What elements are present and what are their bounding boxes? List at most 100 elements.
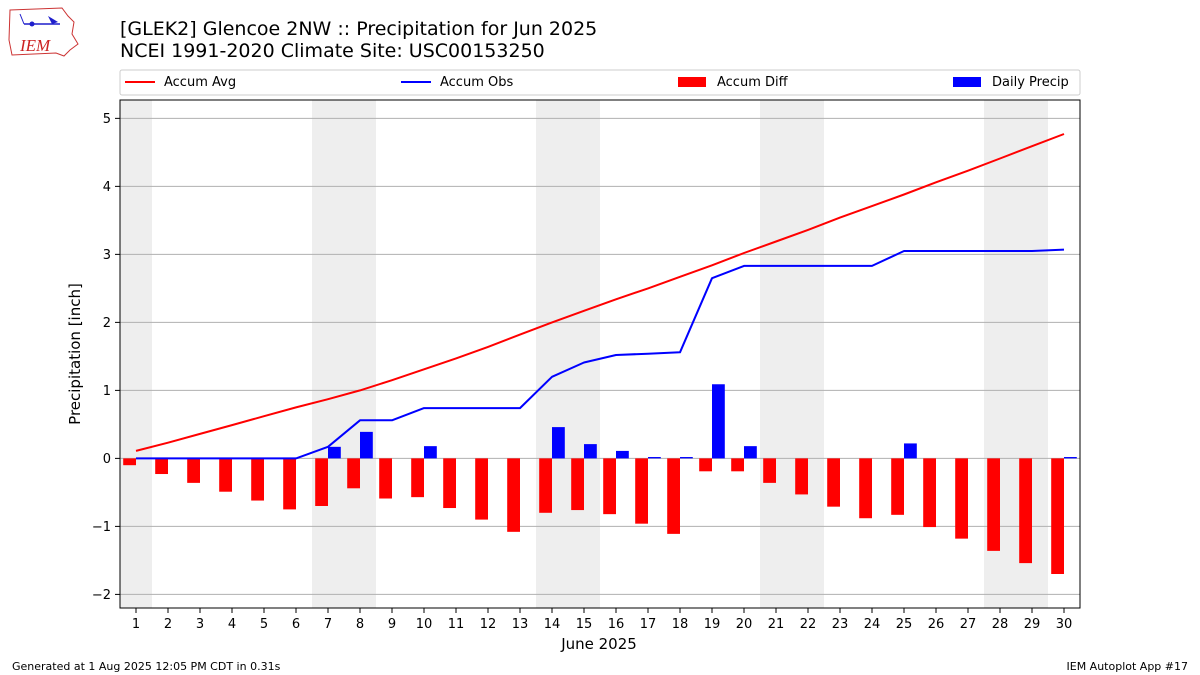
diff-bar-11 [443, 458, 456, 509]
bars [123, 384, 1077, 574]
iem-logo: IEM [8, 7, 79, 57]
line-accum-obs [136, 248, 1065, 460]
weekend-band-22 [792, 100, 824, 608]
daily-bar-17 [648, 457, 661, 459]
x-tick-label: 8 [356, 617, 364, 632]
x-tick-label: 3 [196, 617, 204, 632]
weekend-band-7 [312, 100, 344, 608]
x-tick-label: 29 [1024, 617, 1041, 632]
diff-bar-29 [1019, 458, 1032, 564]
daily-bar-30 [1064, 457, 1077, 459]
diff-bar-25 [891, 458, 904, 515]
x-tick-label: 25 [896, 617, 913, 632]
lines [135, 133, 1065, 460]
logo-text: IEM [19, 36, 51, 55]
chart-subtitle: NCEI 1991-2020 Climate Site: USC00153250 [120, 40, 545, 62]
y-tick-label: 0 [103, 452, 111, 467]
footer-app: IEM Autoplot App #17 [1066, 660, 1189, 673]
x-tick-label: 18 [672, 617, 689, 632]
plot-frame [119, 99, 1081, 609]
y-tick-label: 2 [103, 316, 111, 331]
daily-bar-15 [584, 444, 597, 459]
diff-bar-3 [187, 458, 200, 483]
legend-label-diff: Accum Diff [717, 75, 789, 90]
y-axis-label: Precipitation [inch] [66, 283, 84, 425]
daily-bar-7 [328, 446, 341, 459]
diff-bar-26 [923, 458, 936, 528]
diff-bar-4 [219, 458, 232, 492]
weekend-band-21 [760, 100, 792, 608]
weekend-band-8 [344, 100, 376, 608]
diff-bar-17 [635, 458, 648, 524]
weekend-band-1 [120, 100, 152, 608]
legend-item-diff: Accum Diff [678, 75, 789, 90]
x-tick-label: 28 [992, 617, 1009, 632]
daily-bar-10 [424, 446, 437, 459]
chart-title: [GLEK2] Glencoe 2NW :: Precipitation for… [120, 18, 597, 40]
x-tick-label: 17 [640, 617, 657, 632]
daily-bar-14 [552, 427, 565, 459]
x-tick-label: 2 [164, 617, 172, 632]
daily-bar-25 [904, 443, 917, 459]
x-tick-label: 16 [608, 617, 625, 632]
y-tick-label: 5 [103, 112, 111, 127]
diff-bar-2 [155, 458, 168, 475]
daily-bar-20 [744, 446, 757, 459]
diff-bar-24 [859, 458, 872, 519]
weekend-band-14 [536, 100, 568, 608]
legend-item-avg: Accum Avg [125, 75, 236, 90]
x-tick-label: 23 [832, 617, 849, 632]
diff-bar-10 [411, 458, 424, 498]
diff-bar-6 [283, 458, 296, 510]
diff-bar-21 [763, 458, 776, 483]
x-tick-label: 14 [544, 617, 561, 632]
daily-bar-16 [616, 450, 629, 459]
x-tick-label: 15 [576, 617, 593, 632]
legend: Accum Avg Accum Obs Accum Diff Daily Pre… [119, 69, 1081, 96]
y-tick-label: 4 [103, 180, 111, 195]
legend-item-obs: Accum Obs [401, 75, 513, 90]
x-tick-label: 6 [292, 617, 300, 632]
daily-bar-18 [680, 457, 693, 459]
diff-bar-18 [667, 458, 680, 534]
weekend-band-15 [568, 100, 600, 608]
diff-bar-13 [507, 458, 520, 532]
x-tick-label: 10 [416, 617, 433, 632]
x-tick-label: 30 [1056, 617, 1073, 632]
y-tick-label: 1 [103, 384, 111, 399]
daily-bar-19 [712, 384, 725, 459]
y-tick-label: −1 [92, 520, 111, 535]
diff-bar-12 [475, 458, 488, 520]
x-tick-label: 11 [448, 617, 465, 632]
diff-bar-22 [795, 458, 808, 495]
x-tick-label: 22 [800, 617, 817, 632]
x-tick-label: 5 [260, 617, 268, 632]
diff-bar-19 [699, 458, 712, 472]
x-tick-label: 9 [388, 617, 396, 632]
diff-bar-1 [123, 458, 136, 466]
x-tick-label: 1 [132, 617, 140, 632]
diff-bar-7 [315, 458, 328, 506]
y-tick-label: 3 [103, 248, 111, 263]
diff-bar-28 [987, 458, 1000, 551]
x-tick-label: 7 [324, 617, 332, 632]
diff-bar-9 [379, 458, 392, 499]
y-tick-label: −2 [92, 588, 111, 603]
daily-bar-8 [360, 431, 373, 459]
legend-label-daily: Daily Precip [992, 75, 1069, 90]
legend-label-obs: Accum Obs [440, 75, 513, 90]
x-axis-label: June 2025 [560, 635, 637, 653]
x-tick-label: 4 [228, 617, 236, 632]
footer-generated: Generated at 1 Aug 2025 12:05 PM CDT in … [12, 660, 281, 673]
x-tick-label: 27 [960, 617, 977, 632]
diff-bar-27 [955, 458, 968, 539]
diff-bar-5 [251, 458, 264, 501]
weekend-shading [120, 100, 1048, 608]
x-tick-label: 13 [512, 617, 529, 632]
legend-label-avg: Accum Avg [164, 75, 236, 90]
gridlines [120, 117, 1080, 595]
x-tick-label: 26 [928, 617, 945, 632]
x-tick-label: 12 [480, 617, 497, 632]
